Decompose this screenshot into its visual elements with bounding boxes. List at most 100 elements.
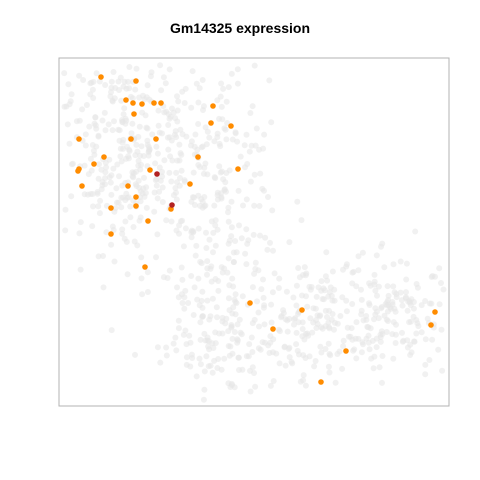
expression-point [235, 166, 241, 172]
background-cell-point [403, 276, 410, 283]
background-cell-point [95, 253, 102, 260]
background-cell-point [182, 225, 189, 232]
background-cell-point [422, 336, 429, 343]
background-cell-point [135, 157, 142, 164]
background-cell-point [227, 343, 234, 350]
background-cell-point [365, 339, 372, 346]
background-cell-point [364, 323, 371, 330]
background-cell-point [210, 345, 217, 351]
background-cell-point [195, 225, 202, 232]
background-cell-point [271, 270, 278, 277]
background-cell-point [251, 370, 257, 376]
background-cell-point [153, 254, 159, 261]
background-cell-point [247, 178, 254, 185]
background-cell-point [153, 182, 160, 189]
background-cell-point [197, 336, 204, 343]
background-cell-point [174, 157, 181, 164]
background-cell-point [100, 284, 107, 291]
background-cell-point [257, 170, 264, 177]
background-cell-point [166, 267, 173, 274]
background-cell-point [252, 266, 259, 272]
background-cell-point [159, 184, 166, 191]
background-cell-point [385, 318, 391, 324]
background-cell-point [236, 367, 242, 373]
background-cell-point [188, 351, 195, 358]
background-cell-point [359, 249, 366, 256]
background-cell-point [182, 85, 189, 92]
background-cell-point [381, 264, 388, 271]
expression-point [151, 100, 157, 106]
background-cell-point [102, 181, 108, 188]
background-cell-point [125, 78, 131, 85]
background-cell-point [260, 294, 267, 301]
expression-point [76, 136, 82, 142]
background-cell-point [114, 161, 121, 168]
background-cell-point [89, 142, 96, 148]
background-cell-point [232, 291, 239, 298]
background-cell-point [159, 199, 166, 205]
background-cell-point [414, 284, 421, 291]
background-cell-point [117, 145, 124, 152]
background-cell-point [256, 323, 262, 330]
background-cell-point [175, 317, 182, 324]
expression-point [130, 100, 136, 106]
background-cell-point [222, 179, 229, 186]
background-cell-point [438, 280, 444, 286]
background-cell-point [156, 188, 163, 195]
expression-point [343, 348, 349, 354]
background-cell-point [188, 229, 195, 236]
background-cell-point [158, 87, 165, 94]
background-cell-point [228, 233, 235, 240]
background-cell-point [108, 327, 115, 334]
expression-point [428, 322, 434, 328]
background-cell-point [79, 106, 86, 113]
background-cell-point [181, 305, 188, 312]
background-cell-point [126, 64, 133, 70]
background-cell-point [187, 363, 194, 370]
background-cell-point [234, 138, 241, 145]
background-cell-point [185, 300, 192, 306]
background-cell-point [144, 137, 151, 144]
background-cell-point [379, 379, 385, 386]
background-cell-point [252, 383, 259, 390]
background-cell-point [144, 125, 151, 132]
background-cell-point [276, 275, 283, 282]
background-cell-point [426, 300, 433, 307]
background-cell-point [226, 282, 233, 289]
background-cell-point [250, 231, 257, 238]
background-cell-point [177, 175, 183, 181]
background-cell-point [276, 328, 283, 335]
background-cell-point [236, 316, 243, 323]
background-cell-point [313, 293, 320, 300]
background-cell-point [219, 116, 226, 123]
background-cell-point [390, 283, 397, 290]
background-cell-point [218, 168, 225, 175]
background-cell-point [265, 194, 271, 200]
background-cell-point [144, 269, 151, 276]
background-cell-point [310, 319, 317, 326]
background-cell-point [229, 275, 236, 282]
background-cell-point [100, 253, 106, 259]
background-cell-point [132, 351, 138, 358]
background-cell-point [276, 360, 283, 367]
background-cell-point [259, 339, 266, 346]
background-cell-point [136, 123, 143, 130]
background-cell-point [157, 359, 164, 366]
background-cell-point [252, 259, 259, 266]
background-cell-point [261, 131, 268, 138]
background-cell-point [103, 164, 110, 171]
background-cell-point [232, 299, 239, 305]
background-cell-point [121, 235, 128, 242]
background-cell-point [258, 286, 265, 293]
background-cell-point [68, 193, 75, 200]
background-cell-point [255, 309, 262, 316]
background-cell-point [349, 301, 356, 307]
expression-point [228, 123, 234, 129]
background-cell-point [422, 298, 429, 304]
background-cell-point [157, 177, 164, 184]
background-cell-point [260, 145, 267, 152]
background-cell-point [192, 131, 199, 138]
background-cell-point [251, 202, 258, 209]
background-cell-point [390, 355, 397, 362]
background-cell-point [253, 125, 260, 132]
